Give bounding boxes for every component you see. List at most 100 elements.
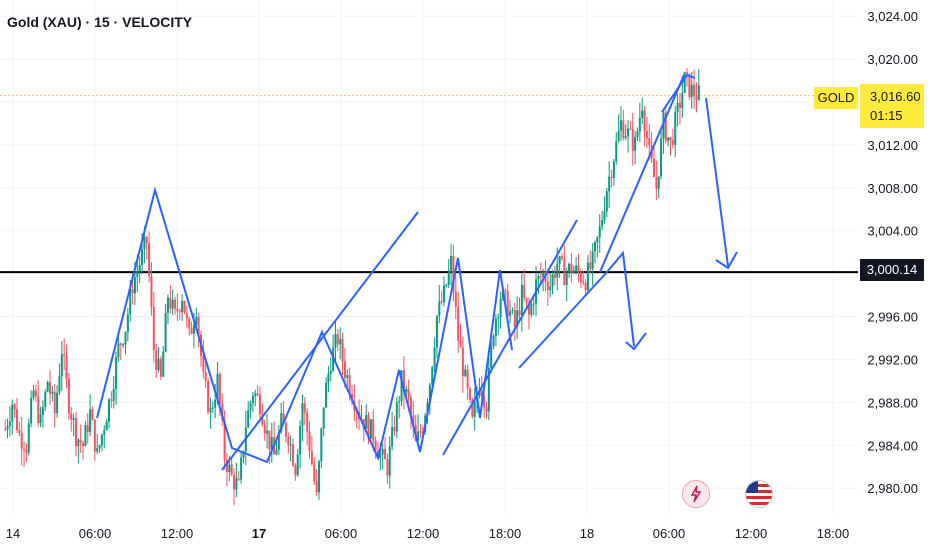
candle-body — [211, 407, 214, 409]
candle-body — [292, 444, 295, 466]
candle-body — [412, 415, 415, 426]
candle-body — [457, 306, 460, 341]
candle-body — [513, 310, 516, 328]
candle-body — [266, 430, 269, 434]
candle-body — [452, 256, 455, 292]
candle-body — [223, 420, 226, 460]
candle-body — [374, 440, 377, 451]
candle-body — [4, 429, 7, 431]
candle-body — [407, 389, 410, 398]
projection-arrowhead-1[interactable] — [625, 332, 647, 351]
candle-body — [268, 430, 271, 450]
candle-body — [270, 437, 273, 450]
candle-body — [584, 282, 587, 291]
candle-body — [58, 376, 61, 393]
candle-body — [329, 370, 332, 374]
candle-body — [542, 272, 545, 278]
zigzag-pattern-drawing[interactable] — [96, 186, 513, 464]
candle-body — [367, 415, 370, 439]
candle-body — [433, 347, 436, 368]
x-tick-label: 12:00 — [407, 526, 440, 541]
candle-body — [527, 303, 530, 315]
candle-body — [225, 459, 228, 473]
candle-body — [230, 464, 233, 475]
candle-body — [287, 436, 290, 445]
support-level-line[interactable] — [0, 94, 858, 274]
candle-body — [667, 137, 670, 141]
candle-body — [49, 382, 52, 394]
candle-body — [131, 289, 134, 294]
candle-body — [325, 382, 328, 408]
rising-wedge-drawing[interactable] — [221, 211, 419, 471]
candle-body — [181, 300, 184, 312]
candle-body — [204, 371, 207, 382]
candle-body — [294, 465, 297, 476]
candle-body — [417, 431, 420, 441]
candle-body — [70, 413, 73, 420]
candle-body — [648, 138, 651, 146]
candle-body — [103, 430, 106, 435]
candle-body — [393, 427, 396, 432]
candle-body — [655, 176, 658, 189]
projection-path-1[interactable] — [518, 250, 635, 369]
candle-body — [652, 159, 655, 177]
wedge-lower-line[interactable] — [661, 73, 696, 113]
candle-body — [44, 391, 47, 408]
candle-body — [492, 336, 495, 347]
candle-body — [100, 434, 103, 446]
candle-body — [166, 297, 169, 313]
candle-body — [185, 313, 188, 318]
channel-upper-line[interactable] — [442, 219, 578, 456]
candle-body — [421, 431, 424, 433]
wedge-upper-line[interactable] — [599, 74, 685, 273]
candle-body — [11, 404, 14, 422]
candle-body — [56, 392, 59, 414]
candle-body — [693, 84, 696, 97]
candle-body — [596, 237, 599, 243]
candle-body — [242, 451, 245, 458]
candle-body — [487, 367, 490, 412]
candle-body — [497, 317, 500, 319]
candle-body — [322, 407, 325, 429]
candle-body — [124, 331, 127, 345]
y-tick-label: 3,004.00 — [867, 224, 918, 239]
candle-body — [629, 128, 632, 130]
candle-body — [105, 421, 108, 431]
candle-body — [664, 112, 667, 141]
candle-body — [157, 358, 160, 371]
candle-body — [624, 136, 627, 139]
candle-body — [235, 478, 238, 490]
candle-body — [129, 289, 132, 315]
candle-body — [162, 351, 165, 377]
candle-body — [23, 448, 26, 451]
candle-body — [343, 361, 346, 378]
candle-body — [51, 391, 54, 394]
time-axis[interactable]: 14 06:00 12:00 17 06:00 12:00 18:00 18 06:00 12:0… — [6, 526, 850, 541]
x-tick-label: 06:00 — [653, 526, 686, 541]
candle-body — [126, 314, 129, 332]
candle-body — [96, 448, 99, 452]
candle-body — [610, 176, 613, 178]
lightning-event-icon[interactable] — [682, 480, 710, 508]
projection-arrowhead-2[interactable] — [715, 251, 738, 270]
candle-body — [398, 401, 401, 403]
price-axis[interactable]: 3,024.003,020.003,016.003,012.003,008.00… — [867, 9, 918, 496]
candlestick-series — [4, 67, 700, 506]
bar-countdown: 01:15 — [870, 108, 903, 123]
trend-drawings[interactable] — [96, 73, 738, 471]
candle-body — [450, 256, 453, 271]
candle-body — [660, 138, 663, 177]
candle-body — [112, 388, 115, 401]
candle-body — [249, 403, 252, 411]
candle-body — [645, 131, 648, 139]
projection-path-2[interactable] — [705, 97, 729, 267]
x-tick-label: 18:00 — [489, 526, 522, 541]
us-flag-event-icon[interactable] — [745, 480, 773, 508]
candle-body — [306, 412, 309, 432]
candle-body — [511, 310, 514, 312]
candle-body — [8, 421, 11, 427]
candle-body — [89, 409, 92, 432]
y-tick-label: 3,008.00 — [867, 181, 918, 196]
candle-body — [428, 384, 431, 404]
